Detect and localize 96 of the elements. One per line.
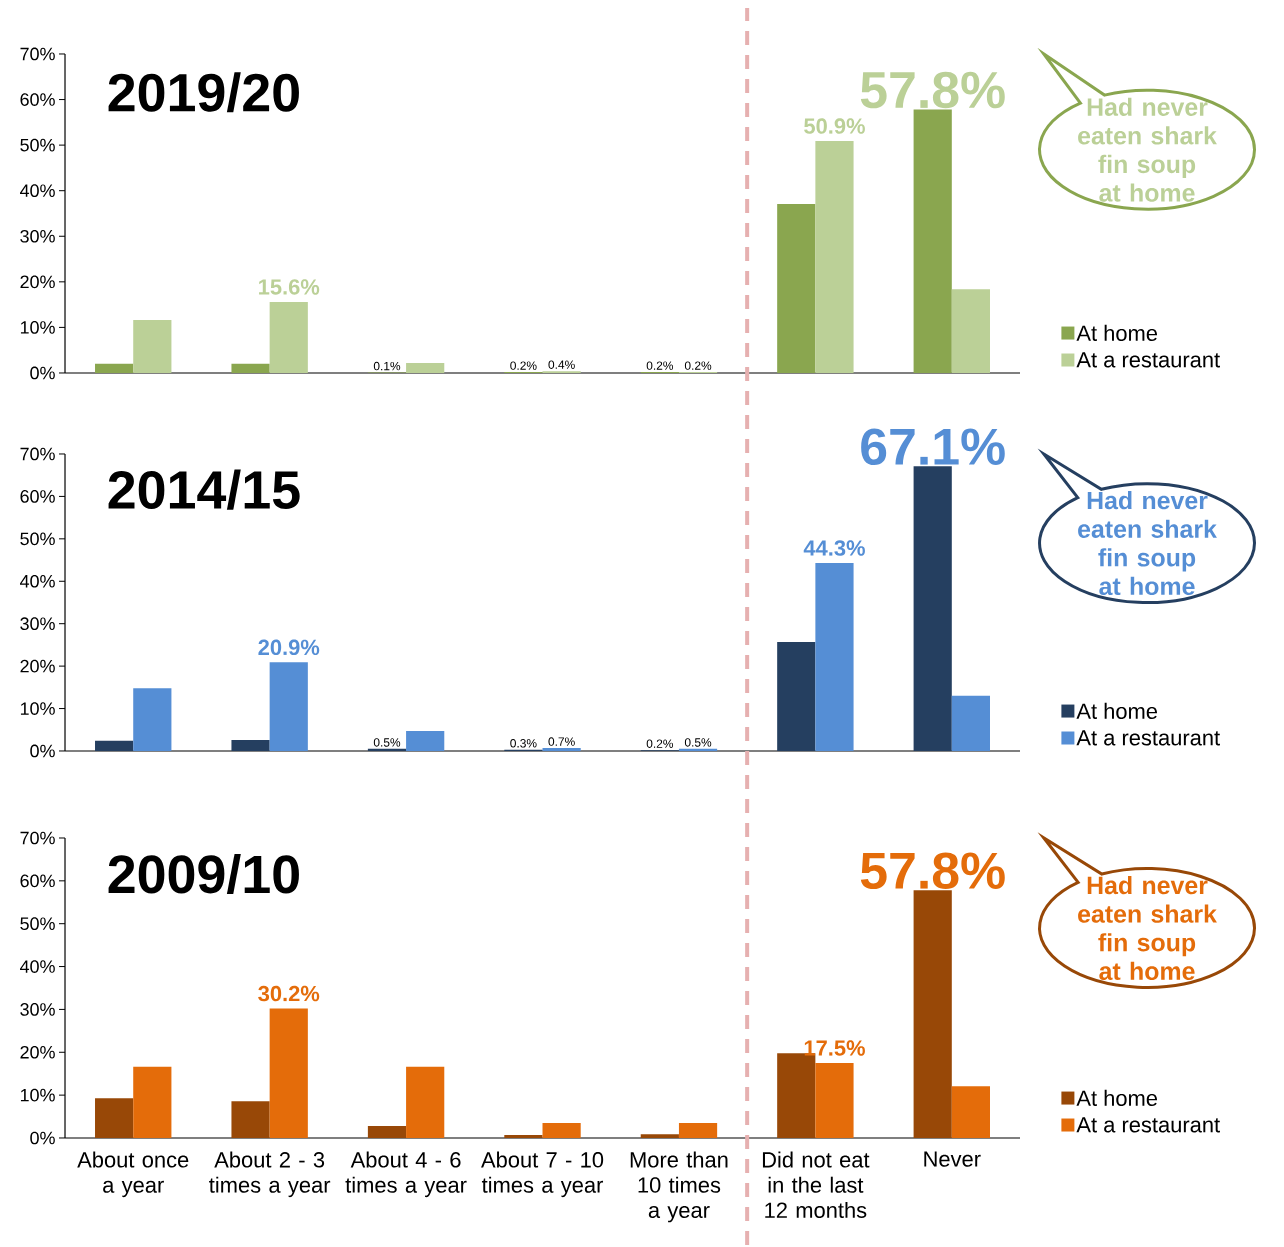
bar: [367, 748, 407, 751]
y-tick-label: 70%: [20, 831, 55, 845]
bar: [231, 1101, 270, 1138]
bar: [815, 1062, 854, 1138]
y-tick-label: 50%: [20, 917, 55, 931]
data-label: 67.1%: [861, 428, 1005, 466]
legend-label: At a restaurant: [1076, 352, 1220, 368]
y-tick-label: 0%: [30, 1131, 55, 1145]
y-tick-label: 50%: [20, 532, 55, 546]
bar: [542, 1122, 581, 1138]
bar: [133, 1066, 172, 1138]
bar: [777, 203, 816, 373]
data-label: 0.5%: [684, 738, 712, 747]
bar: [406, 1066, 445, 1138]
bar: [269, 301, 308, 373]
data-label: 44.3%: [803, 540, 865, 556]
data-label: 0.2%: [684, 361, 712, 370]
bar: [269, 1008, 308, 1138]
y-tick-label: 40%: [20, 574, 55, 588]
y-tick-label: 10%: [20, 321, 55, 334]
legend-label: At home: [1076, 324, 1158, 341]
data-label: 17.5%: [804, 1040, 865, 1056]
y-tick-label: 20%: [20, 275, 55, 289]
bar: [815, 141, 854, 373]
bar: [269, 662, 308, 751]
x-tick-label: More than 10 times a year: [630, 1151, 728, 1223]
y-tick-label: 30%: [20, 617, 55, 631]
x-tick-label: About 2 - 3 times a year: [209, 1151, 331, 1198]
bar: [542, 748, 581, 751]
y-tick-label: 0%: [30, 744, 55, 758]
bar: [231, 363, 270, 373]
y-tick-label: 30%: [20, 229, 55, 243]
y-tick-label: 70%: [20, 447, 55, 461]
bar: [913, 890, 952, 1138]
y-tick-label: 60%: [20, 490, 55, 503]
y-tick-label: 20%: [20, 1045, 55, 1059]
bar: [777, 641, 816, 751]
bar: [95, 1098, 134, 1138]
bar: [913, 109, 952, 373]
bar: [951, 289, 990, 373]
bar: [133, 320, 172, 373]
y-tick-label: 20%: [20, 659, 55, 673]
text: Had never eaten shark fin soup at home: [1078, 97, 1217, 202]
data-label: 0.1%: [373, 361, 401, 371]
y-tick-label: 10%: [20, 702, 55, 715]
bar: [640, 1134, 679, 1138]
bar: [231, 739, 270, 751]
x-tick-label: Did not eat in the last 12 months: [762, 1151, 870, 1219]
data-label: 0.2%: [510, 361, 537, 370]
x-tick-label: About once a year: [77, 1151, 189, 1198]
y-tick-label: 60%: [20, 93, 55, 106]
y-tick-label: 10%: [20, 1088, 55, 1102]
bar: [913, 466, 952, 751]
bar: [951, 1086, 990, 1138]
bar: [367, 1125, 407, 1138]
bar: [95, 740, 134, 751]
data-label: 0.5%: [373, 738, 401, 747]
text: Had never eaten shark fin soup at home: [1078, 875, 1217, 981]
data-label: 0.3%: [510, 739, 537, 748]
y-tick-label: 0%: [30, 366, 55, 380]
data-label: 0.2%: [646, 739, 674, 748]
legend-label: At home: [1076, 1089, 1158, 1106]
bar: [133, 688, 172, 751]
data-label: 0.2%: [646, 361, 674, 370]
x-tick-label: About 7 - 10 times a year: [481, 1151, 604, 1198]
data-label: 30.2%: [258, 985, 320, 1002]
chart-title: 2019/20: [108, 72, 299, 113]
legend-label: At home: [1076, 702, 1158, 719]
data-label: 0.7%: [548, 737, 575, 746]
data-label: 20.9%: [258, 639, 320, 656]
bar: [406, 362, 445, 373]
legend-label: At a restaurant: [1076, 1117, 1220, 1133]
bar: [815, 563, 854, 751]
y-tick-label: 70%: [20, 47, 55, 61]
y-tick-label: 30%: [20, 1003, 55, 1016]
bar: [95, 363, 134, 373]
bar: [951, 695, 990, 751]
legend-label: At a restaurant: [1076, 730, 1220, 746]
bar: [678, 1122, 718, 1138]
chart-title: 2009/10: [108, 853, 299, 895]
data-label: 15.6%: [259, 279, 320, 295]
x-tick-label: Never: [924, 1151, 981, 1167]
bar: [406, 731, 445, 751]
y-tick-label: 40%: [20, 960, 55, 973]
bar: [504, 1134, 543, 1138]
data-label: 57.8%: [860, 71, 1005, 109]
chart-title: 2014/15: [108, 469, 300, 510]
y-tick-label: 40%: [20, 184, 55, 198]
y-tick-label: 50%: [20, 138, 55, 152]
data-label: 0.4%: [548, 360, 575, 369]
bar: [678, 748, 718, 751]
x-tick-label: About 4 - 6 times a year: [345, 1151, 467, 1198]
data-label: 50.9%: [804, 118, 865, 134]
y-tick-label: 60%: [20, 874, 55, 888]
data-label: 57.8%: [860, 852, 1005, 890]
text: Had never eaten shark fin soup at home: [1078, 491, 1217, 596]
